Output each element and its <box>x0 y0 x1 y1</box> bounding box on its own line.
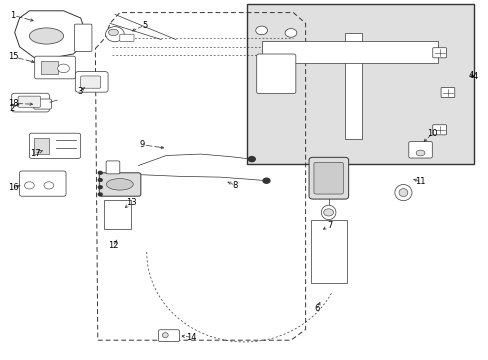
Circle shape <box>98 179 102 181</box>
FancyBboxPatch shape <box>81 76 101 88</box>
Text: 4: 4 <box>468 71 472 80</box>
Ellipse shape <box>29 28 63 44</box>
FancyBboxPatch shape <box>313 162 343 194</box>
FancyBboxPatch shape <box>408 141 431 158</box>
FancyBboxPatch shape <box>12 93 49 112</box>
Circle shape <box>98 186 102 189</box>
Ellipse shape <box>106 179 133 190</box>
Text: 1: 1 <box>10 10 15 19</box>
FancyBboxPatch shape <box>75 72 108 92</box>
Text: 13: 13 <box>125 198 136 207</box>
Bar <box>34 138 49 154</box>
Text: 4: 4 <box>472 72 477 81</box>
Polygon shape <box>15 11 85 58</box>
Bar <box>104 200 131 229</box>
Text: 14: 14 <box>186 333 197 342</box>
FancyBboxPatch shape <box>35 56 75 79</box>
Text: 11: 11 <box>414 177 425 186</box>
FancyBboxPatch shape <box>29 133 81 158</box>
Bar <box>246 4 473 164</box>
Text: 16: 16 <box>8 184 19 192</box>
Circle shape <box>24 182 34 189</box>
FancyBboxPatch shape <box>440 87 454 98</box>
Bar <box>310 220 346 283</box>
Bar <box>344 33 361 139</box>
Text: 3: 3 <box>77 87 82 96</box>
FancyBboxPatch shape <box>432 125 446 135</box>
FancyBboxPatch shape <box>308 157 348 199</box>
Circle shape <box>98 193 102 196</box>
Bar <box>261 41 437 63</box>
FancyBboxPatch shape <box>120 34 134 41</box>
Circle shape <box>58 64 69 73</box>
FancyBboxPatch shape <box>256 54 295 94</box>
Ellipse shape <box>108 29 118 36</box>
Text: 15: 15 <box>8 52 19 61</box>
Circle shape <box>255 26 267 35</box>
Text: 5: 5 <box>142 21 147 30</box>
Text: 10: 10 <box>427 129 437 138</box>
Text: 12: 12 <box>108 241 119 250</box>
Ellipse shape <box>105 27 124 42</box>
Ellipse shape <box>415 150 424 156</box>
Circle shape <box>248 157 255 162</box>
Text: 6: 6 <box>314 305 319 313</box>
FancyBboxPatch shape <box>158 330 179 342</box>
FancyBboxPatch shape <box>74 24 92 51</box>
Text: 9: 9 <box>139 140 144 149</box>
FancyBboxPatch shape <box>99 173 141 196</box>
FancyBboxPatch shape <box>18 96 41 107</box>
Text: 17: 17 <box>30 149 41 158</box>
Circle shape <box>44 182 54 189</box>
Text: 7: 7 <box>327 220 332 230</box>
Text: 8: 8 <box>232 180 237 189</box>
Text: 2: 2 <box>10 104 15 112</box>
Text: 18: 18 <box>8 99 19 108</box>
FancyBboxPatch shape <box>20 171 66 196</box>
Ellipse shape <box>394 184 411 201</box>
Ellipse shape <box>162 333 168 338</box>
Ellipse shape <box>398 189 407 197</box>
Circle shape <box>98 171 102 174</box>
FancyBboxPatch shape <box>34 99 51 109</box>
Circle shape <box>285 28 296 37</box>
FancyBboxPatch shape <box>432 48 446 58</box>
Circle shape <box>263 178 269 183</box>
FancyBboxPatch shape <box>106 161 120 174</box>
Circle shape <box>323 209 333 216</box>
Bar <box>41 61 58 74</box>
Ellipse shape <box>321 205 335 220</box>
